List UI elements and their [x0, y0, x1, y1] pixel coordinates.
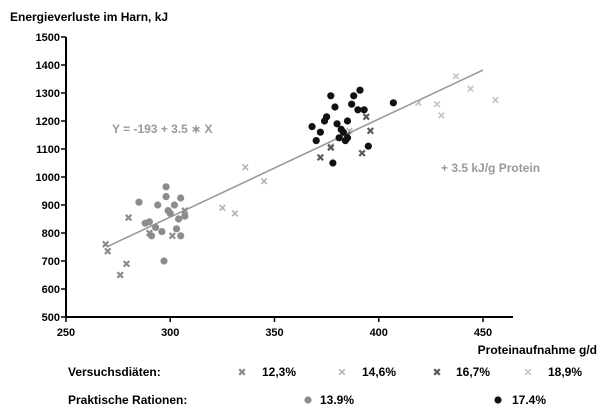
point-p174 — [308, 123, 316, 131]
y-tick-label: 700 — [42, 256, 60, 268]
regression-line — [107, 69, 484, 248]
y-tick-label: 1500 — [36, 32, 60, 44]
point-s123 — [122, 260, 131, 268]
x-tick-label: 450 — [474, 327, 492, 339]
legend-entry-s123: 12,3% — [262, 365, 296, 379]
point-p174 — [356, 86, 364, 94]
point-s167 — [362, 113, 370, 121]
y-tick-label: 1400 — [36, 60, 60, 72]
point-s146 — [231, 210, 239, 217]
point-s123 — [168, 232, 176, 240]
point-s146 — [219, 204, 226, 212]
legend-entry-s189: 18,9% — [548, 365, 582, 379]
point-p174 — [333, 120, 341, 128]
legend-entry-p139: 13.9% — [320, 393, 354, 407]
point-p139 — [177, 194, 185, 202]
data-points — [102, 72, 499, 279]
regression-equation: Y = -193 + 3.5 ∗ X — [112, 122, 213, 136]
point-p139 — [154, 201, 162, 209]
regression-line-path — [107, 69, 484, 248]
point-p139 — [145, 218, 153, 226]
point-p174 — [354, 106, 362, 114]
slope-annotation: + 3.5 kJ/g Protein — [441, 161, 540, 175]
x-tick-label: 400 — [370, 327, 388, 339]
legend-entry-p174: 17.4% — [512, 393, 546, 407]
point-s146 — [260, 177, 268, 185]
y-tick-label: 600 — [42, 284, 60, 296]
point-s146 — [241, 163, 249, 171]
point-s189 — [437, 112, 445, 119]
point-s189 — [452, 72, 460, 80]
x-axis-label: Proteinaufnahme g/d — [478, 343, 597, 357]
point-p139 — [166, 209, 174, 217]
point-p139 — [172, 225, 181, 233]
point-s189 — [414, 99, 422, 107]
point-p174 — [339, 128, 347, 136]
point-p174 — [327, 92, 335, 100]
point-p139 — [162, 193, 170, 201]
axes: 500 600 700 800 900 1000 1100 1200 1300 1400 1500 2… — [36, 32, 513, 339]
y-tick-label: 1200 — [36, 116, 60, 128]
x-tick-label: 350 — [265, 327, 283, 339]
legend-marker-s167 — [433, 368, 441, 376]
point-s123 — [104, 247, 112, 255]
point-p139 — [158, 228, 166, 236]
point-s123 — [102, 240, 110, 248]
point-p174 — [312, 137, 320, 145]
y-tick-label: 900 — [42, 200, 60, 212]
point-s167 — [327, 144, 335, 152]
point-p174 — [343, 134, 352, 142]
point-p139 — [160, 257, 168, 265]
point-s123 — [181, 207, 189, 215]
y-axis-label: Energieverluste im Harn, kJ — [10, 10, 168, 24]
point-s167 — [358, 149, 366, 157]
point-s189 — [433, 100, 441, 108]
point-p174 — [350, 92, 358, 100]
x-tick-label: 250 — [57, 327, 75, 339]
point-s123 — [124, 214, 133, 222]
y-tick-label: 1000 — [36, 172, 60, 184]
legend-marker-s189 — [524, 368, 532, 376]
point-p174 — [389, 99, 397, 107]
point-s123 — [116, 271, 124, 279]
legend-marker-s146 — [338, 368, 346, 376]
legend-marker-p174 — [494, 396, 502, 404]
point-p174 — [331, 103, 339, 111]
y-tick-label: 1100 — [36, 144, 60, 156]
point-s189 — [492, 96, 499, 104]
legend: Versuchsdiäten: 12,3% 14,6% 16,7% 18,9% Prakt… — [68, 365, 582, 407]
point-s189 — [467, 85, 474, 93]
point-p139 — [177, 232, 185, 240]
legend-entry-s146: 14,6% — [362, 365, 396, 379]
y-tick-label: 800 — [42, 228, 60, 240]
point-p139 — [174, 215, 183, 223]
point-p139 — [181, 212, 189, 220]
point-s167 — [316, 153, 324, 161]
point-p174 — [335, 134, 343, 142]
point-p174 — [343, 117, 352, 125]
y-tick-label: 500 — [42, 312, 60, 324]
point-p174 — [323, 113, 331, 121]
x-tick-label: 300 — [161, 327, 179, 339]
point-p174 — [329, 159, 337, 167]
point-p174 — [316, 128, 324, 136]
y-tick-label: 1300 — [36, 88, 60, 100]
legend-entry-s167: 16,7% — [456, 365, 490, 379]
point-p174 — [348, 100, 356, 108]
legend-group-label: Versuchsdiäten: — [68, 365, 161, 379]
point-p174 — [360, 106, 368, 114]
point-p139 — [152, 223, 160, 231]
legend-group-label: Praktische Rationen: — [68, 393, 187, 407]
point-p174 — [364, 142, 372, 150]
legend-marker-p139 — [304, 396, 312, 404]
point-s146 — [346, 127, 353, 135]
legend-marker-s123 — [238, 368, 246, 376]
point-p139 — [135, 198, 143, 206]
point-p139 — [170, 201, 179, 209]
point-s167 — [366, 127, 374, 135]
point-p139 — [147, 232, 156, 240]
point-p139 — [162, 183, 170, 191]
